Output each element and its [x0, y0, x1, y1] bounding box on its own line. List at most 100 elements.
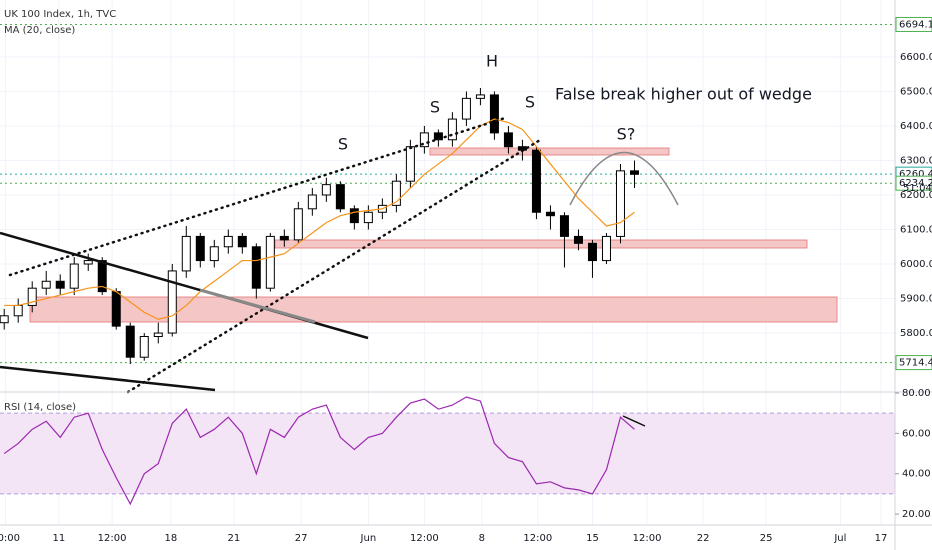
zone [429, 147, 670, 156]
candle-body [447, 118, 457, 141]
x-tick-label: 21 [228, 533, 241, 544]
grid [0, 0, 895, 525]
candle-body [223, 235, 233, 248]
y-tick-label: 6600.0 [900, 52, 932, 63]
arc [569, 151, 679, 206]
price-label: 5714.4 [899, 358, 932, 369]
x-tick-label: Jun [360, 533, 377, 544]
trendline [126, 138, 542, 394]
candle-body [111, 291, 121, 327]
legend-ma: MA (20, close) [4, 25, 75, 36]
candle-body [615, 170, 625, 237]
y-tick-label: 40.00 [902, 469, 931, 480]
price-label-box [895, 16, 932, 32]
price-label: 6260.4 [899, 169, 932, 180]
trendline [8, 116, 507, 277]
candle-body [97, 260, 107, 293]
price-label-box [895, 355, 932, 371]
candle-body [293, 208, 303, 241]
candle-body [55, 280, 65, 289]
candle-body [405, 146, 415, 182]
candle-body [279, 235, 289, 241]
candle-body [69, 263, 79, 289]
annotation: H [486, 52, 498, 71]
x-tick-label: 8 [479, 533, 485, 544]
ma-line [4, 118, 635, 320]
candle-body [125, 325, 135, 358]
candle-body [629, 170, 639, 175]
price-label: 6234.2 [899, 178, 932, 189]
candle-body [461, 97, 471, 120]
candle-body [251, 246, 261, 289]
candle-body [307, 194, 317, 210]
candle-body [139, 336, 149, 358]
annotation: S [338, 135, 348, 154]
x-tick-label: 18 [165, 533, 178, 544]
x-tick-label: 27 [295, 533, 308, 544]
candle-body [13, 304, 23, 317]
candle-body [167, 270, 177, 334]
candle-body [83, 260, 93, 265]
candle-body [181, 235, 191, 272]
y-tick-label: 6400.0 [900, 121, 932, 132]
candle-body [419, 132, 429, 148]
annotation: S [525, 93, 535, 112]
annotation: S? [617, 125, 636, 144]
x-tick-label: 22 [697, 533, 710, 544]
candle-body [503, 132, 513, 148]
y-tick-label: 6500.0 [900, 86, 932, 97]
y-tick-label: 60.00 [902, 428, 931, 439]
x-tick-label: 15 [586, 533, 599, 544]
annotation: False break higher out of wedge [555, 85, 812, 104]
x-tick-label: 12:00 [98, 533, 127, 544]
candle-body [321, 184, 331, 196]
annotation: S [430, 98, 440, 117]
rsi-band [0, 413, 895, 494]
x-tick-label: 12:00 [410, 533, 439, 544]
y-tick-label: 20.00 [902, 509, 931, 520]
candle-body [27, 287, 37, 306]
candle-body [363, 211, 373, 224]
y-tick-label: 80.00 [902, 388, 931, 399]
x-tick-label: 17 [875, 533, 888, 544]
candle-body [0, 315, 9, 324]
candle-body [265, 235, 275, 289]
price-label-box [895, 175, 932, 191]
candle-body [41, 280, 51, 289]
x-tick-label: 12:00 [633, 533, 662, 544]
candle-body [545, 211, 555, 217]
candle-body [237, 235, 247, 248]
y-tick-label: 6300.0 [900, 155, 932, 166]
candle-body [349, 208, 359, 224]
candle-body [335, 184, 345, 210]
candle-body [209, 246, 219, 262]
x-tick-label: 20:00 [0, 533, 20, 544]
y-tick-label: 6200.0 [900, 190, 932, 201]
y-tick-label: 5800.0 [900, 328, 932, 339]
candle-body [573, 235, 583, 244]
candle-body [601, 235, 611, 262]
x-tick-label: Jul [833, 533, 846, 544]
x-tick-label: 12:00 [523, 533, 552, 544]
candle-body [587, 242, 597, 262]
trendline [0, 365, 216, 392]
x-tick-label: 25 [760, 533, 773, 544]
y-tick-label: 5900.0 [900, 294, 932, 305]
legend-title: UK 100 Index, 1h, TVC [4, 9, 116, 20]
x-tick-label: 11 [52, 533, 65, 544]
candle-body [195, 235, 205, 262]
zone [29, 296, 838, 323]
trendline [199, 288, 316, 324]
y-tick-label: 6100.0 [900, 225, 932, 236]
candle-body [489, 94, 499, 134]
price-plot [0, 88, 639, 506]
divergence-line [622, 415, 646, 427]
candle-body [391, 180, 401, 206]
candle-body [531, 149, 541, 213]
rsi-line [3, 396, 635, 506]
y-tick-label: 6000.0 [900, 259, 932, 270]
candle-body [475, 94, 485, 99]
candle-body [559, 215, 569, 237]
countdown: 51:04 [903, 183, 932, 194]
